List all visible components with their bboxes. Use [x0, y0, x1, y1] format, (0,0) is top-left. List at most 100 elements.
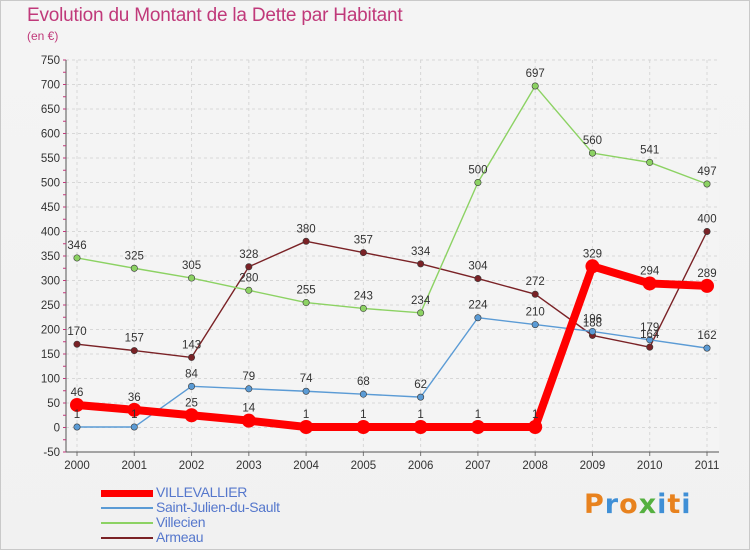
x-tick-label: 2004 [293, 460, 319, 472]
data-point [642, 276, 657, 291]
x-tick-label: 2009 [580, 460, 606, 472]
data-point [130, 264, 138, 272]
legend-label: Saint-Julien-du-Sault [156, 499, 280, 515]
y-tick-label: 700 [41, 80, 60, 92]
y-tick-label: 250 [41, 300, 60, 312]
data-label: 325 [125, 250, 144, 262]
series-line-armeau [76, 230, 708, 359]
data-point [302, 387, 310, 395]
x-tick-label: 2010 [637, 460, 663, 472]
data-point [588, 327, 596, 335]
y-tick-label: 750 [41, 55, 60, 67]
y-tick-label: 300 [41, 276, 60, 288]
x-tick-label: 2008 [522, 460, 548, 472]
data-label: 1 [303, 409, 309, 421]
data-label: 74 [300, 373, 313, 385]
data-point [241, 413, 256, 428]
data-label: 357 [354, 235, 373, 247]
data-point [700, 278, 714, 293]
data-label: 1 [475, 409, 481, 421]
data-point [528, 420, 543, 435]
data-label: 62 [414, 379, 427, 391]
data-point [588, 149, 596, 157]
data-point [73, 340, 81, 348]
legend-label: Armeau [156, 529, 204, 545]
axes: -50 0 50 100 150 200 250 300 350 400 450 500 550 600 6… [41, 55, 720, 472]
data-label: 346 [67, 240, 86, 252]
data-label: 143 [182, 339, 201, 351]
proxiti-logo: Proxiti [584, 489, 692, 520]
data-point [470, 420, 485, 435]
data-point [356, 420, 371, 435]
legend-swatch [101, 537, 153, 539]
data-label: 560 [583, 135, 602, 147]
data-label: 255 [296, 285, 315, 297]
x-tick-label: 2000 [64, 460, 90, 472]
legend-swatch [101, 522, 153, 524]
data-label: 188 [583, 317, 602, 329]
x-tick-label: 2006 [408, 460, 434, 472]
data-label: 157 [125, 333, 144, 345]
data-label: 46 [71, 387, 84, 399]
data-point [188, 382, 196, 390]
data-point [531, 82, 539, 90]
data-label: 210 [526, 307, 545, 319]
data-label: 1 [532, 409, 538, 421]
data-point [531, 321, 539, 329]
x-tick-label: 2002 [179, 460, 205, 472]
data-label: 36 [128, 392, 141, 404]
data-label: 289 [697, 268, 716, 280]
data-label: 1 [417, 409, 423, 421]
data-label: 84 [185, 368, 198, 380]
chart-title: Evolution du Montant de la Dette par Hab… [27, 5, 403, 26]
data-point [73, 423, 81, 431]
legend-swatch [101, 489, 153, 497]
data-label: 79 [242, 371, 255, 383]
y-tick-label: 200 [41, 325, 60, 337]
data-point [245, 263, 253, 271]
data-label: 328 [239, 249, 258, 261]
data-label: 400 [697, 214, 716, 226]
data-label: 334 [411, 246, 431, 258]
data-label: 272 [526, 276, 545, 288]
data-point [417, 393, 425, 401]
y-tick-label: 0 [54, 423, 60, 435]
data-point [73, 254, 81, 262]
data-label: 243 [354, 290, 373, 302]
data-point [130, 347, 138, 355]
y-tick-label: 50 [47, 398, 60, 410]
x-tick-label: 2011 [695, 460, 720, 472]
data-point [188, 353, 196, 361]
data-point [302, 237, 310, 245]
data-point [474, 314, 482, 322]
data-point [703, 344, 711, 352]
data-point [299, 420, 314, 435]
data-label: 380 [296, 223, 315, 235]
y-tick-label: 400 [41, 227, 60, 239]
data-point [413, 420, 428, 435]
data-label: 164 [640, 329, 660, 341]
data-point [359, 390, 367, 398]
data-label: 1 [360, 409, 366, 421]
data-label: 697 [526, 68, 545, 80]
data-label: 170 [67, 326, 86, 338]
data-point [703, 180, 711, 188]
data-point [474, 179, 482, 187]
x-tick-label: 2007 [465, 460, 491, 472]
data-point [70, 397, 84, 412]
series-line-villevallier [73, 262, 711, 432]
data-label: 305 [182, 260, 201, 272]
data-label: 1 [131, 409, 137, 421]
series-line-saint-julien-du-sault [76, 317, 708, 428]
y-tick-label: 500 [41, 178, 60, 190]
data-point [188, 274, 196, 282]
legend-swatch [101, 507, 153, 509]
data-point [585, 259, 600, 274]
data-label: 179 [640, 322, 659, 334]
grid [66, 59, 719, 453]
data-point [646, 336, 654, 344]
y-tick-label: 150 [41, 349, 60, 361]
data-labels: 46 36 25 14 1 1 1 1 1 329 294 289 1 1 84 79 74 68 62 224 210… [67, 68, 716, 421]
